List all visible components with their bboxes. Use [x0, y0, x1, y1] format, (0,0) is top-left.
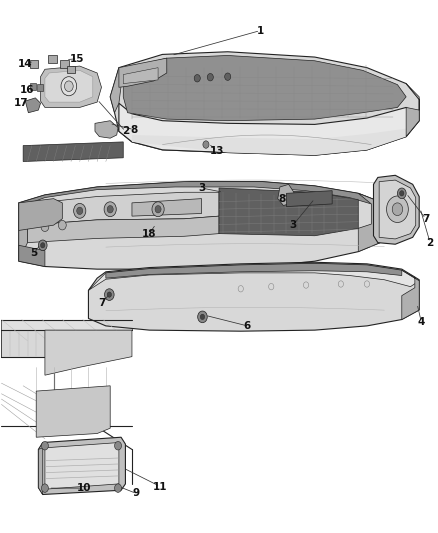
Polygon shape: [19, 199, 62, 230]
Text: 10: 10: [77, 483, 92, 493]
Bar: [37, 84, 43, 91]
Circle shape: [115, 484, 121, 492]
Polygon shape: [358, 193, 380, 252]
Polygon shape: [123, 68, 158, 84]
Circle shape: [198, 311, 207, 322]
Polygon shape: [406, 84, 419, 136]
Polygon shape: [45, 442, 119, 489]
Text: 2: 2: [427, 238, 434, 248]
Polygon shape: [278, 184, 294, 206]
Polygon shape: [36, 386, 110, 437]
Polygon shape: [379, 180, 416, 239]
Circle shape: [74, 204, 86, 218]
Polygon shape: [19, 203, 28, 261]
Circle shape: [58, 220, 66, 230]
Text: 18: 18: [142, 229, 157, 239]
Text: 7: 7: [98, 297, 105, 308]
Polygon shape: [219, 188, 358, 236]
Circle shape: [41, 243, 45, 248]
Polygon shape: [402, 270, 419, 319]
Circle shape: [207, 74, 213, 81]
Bar: [67, 66, 75, 74]
Text: 8: 8: [279, 193, 286, 204]
Polygon shape: [1, 330, 45, 357]
Circle shape: [203, 141, 209, 148]
Polygon shape: [39, 448, 43, 495]
Circle shape: [194, 75, 200, 82]
Circle shape: [39, 240, 47, 251]
Circle shape: [115, 441, 121, 450]
Polygon shape: [88, 262, 419, 331]
Circle shape: [64, 81, 73, 92]
Polygon shape: [28, 216, 219, 243]
Circle shape: [105, 289, 114, 301]
Polygon shape: [123, 55, 406, 120]
Polygon shape: [19, 182, 380, 269]
Polygon shape: [95, 120, 118, 138]
Circle shape: [155, 206, 161, 213]
Circle shape: [107, 206, 113, 213]
Bar: [30, 83, 36, 90]
Text: 2: 2: [122, 126, 129, 136]
Text: 9: 9: [133, 488, 140, 498]
Bar: [30, 60, 39, 68]
Text: 13: 13: [209, 146, 224, 156]
Text: 15: 15: [71, 54, 85, 63]
Bar: [60, 60, 69, 68]
Polygon shape: [132, 128, 406, 155]
Circle shape: [392, 203, 403, 216]
Polygon shape: [119, 58, 167, 87]
Circle shape: [41, 222, 49, 231]
Polygon shape: [19, 245, 45, 266]
Text: 6: 6: [244, 321, 251, 331]
Circle shape: [397, 188, 406, 199]
Circle shape: [107, 292, 112, 297]
Polygon shape: [106, 263, 402, 278]
Polygon shape: [132, 199, 201, 216]
Text: 3: 3: [198, 183, 205, 193]
Text: 4: 4: [418, 317, 425, 327]
Text: 5: 5: [30, 248, 38, 259]
Polygon shape: [286, 191, 332, 207]
Bar: [48, 55, 57, 63]
Polygon shape: [23, 142, 123, 161]
Polygon shape: [374, 175, 419, 244]
Polygon shape: [41, 66, 102, 108]
Circle shape: [200, 314, 205, 319]
Circle shape: [42, 484, 48, 492]
Circle shape: [42, 441, 48, 450]
Polygon shape: [45, 70, 93, 102]
Polygon shape: [110, 52, 419, 155]
Polygon shape: [119, 103, 419, 155]
Polygon shape: [19, 182, 380, 204]
Circle shape: [399, 191, 404, 196]
Circle shape: [104, 202, 116, 216]
Text: 3: 3: [290, 220, 297, 230]
Circle shape: [152, 202, 164, 216]
Circle shape: [387, 196, 408, 222]
Text: 8: 8: [131, 125, 138, 135]
Polygon shape: [88, 263, 419, 290]
Polygon shape: [110, 68, 123, 113]
Text: 1: 1: [257, 26, 264, 36]
Text: 7: 7: [422, 214, 429, 224]
Text: 16: 16: [20, 85, 35, 95]
Text: 11: 11: [153, 481, 167, 491]
Text: 14: 14: [18, 59, 33, 69]
Polygon shape: [45, 330, 132, 375]
Circle shape: [61, 77, 77, 96]
Circle shape: [225, 73, 231, 80]
Polygon shape: [28, 192, 219, 225]
Polygon shape: [25, 98, 41, 113]
Circle shape: [77, 207, 83, 215]
Polygon shape: [1, 319, 132, 357]
Text: 17: 17: [14, 98, 28, 108]
Polygon shape: [39, 437, 125, 495]
